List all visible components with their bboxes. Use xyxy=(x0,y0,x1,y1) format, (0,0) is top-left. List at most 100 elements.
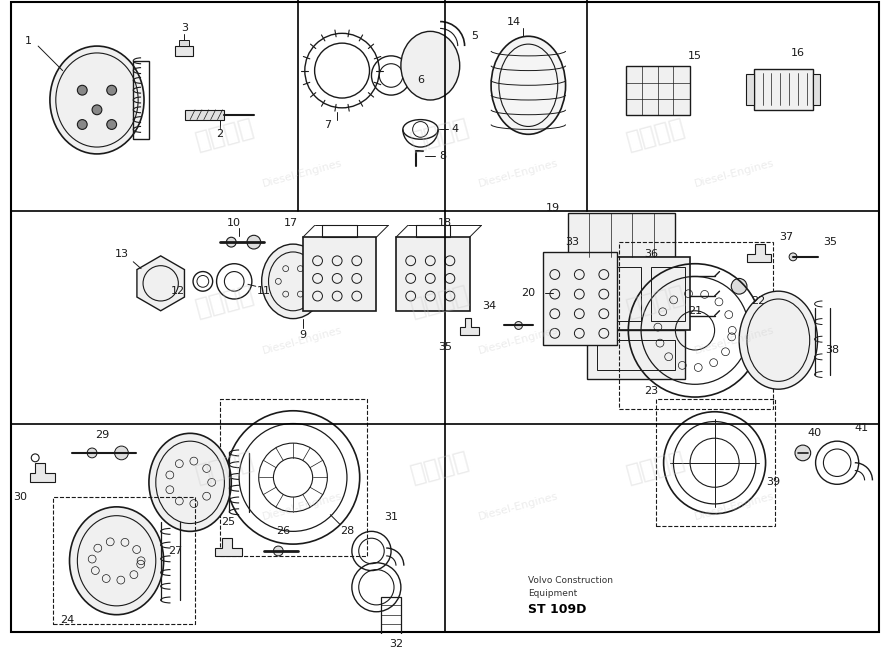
Bar xyxy=(562,267,597,320)
Text: 34: 34 xyxy=(482,301,497,311)
Text: 26: 26 xyxy=(276,527,290,536)
Text: 1: 1 xyxy=(25,36,32,46)
Text: 12: 12 xyxy=(171,286,185,296)
Ellipse shape xyxy=(491,36,565,135)
Text: 柴发动力: 柴发动力 xyxy=(192,115,256,154)
Text: 33: 33 xyxy=(565,237,579,247)
Text: 31: 31 xyxy=(384,512,398,521)
Text: 柴发动力: 柴发动力 xyxy=(408,448,473,487)
Circle shape xyxy=(273,546,283,556)
Text: Diesel-Engines: Diesel-Engines xyxy=(477,325,560,356)
Bar xyxy=(568,213,676,257)
Text: 25: 25 xyxy=(222,516,235,527)
Text: 柴发动力: 柴发动力 xyxy=(624,281,688,320)
Polygon shape xyxy=(137,256,184,311)
Ellipse shape xyxy=(262,244,325,318)
Bar xyxy=(396,237,470,311)
Bar xyxy=(754,69,813,110)
Bar xyxy=(607,267,641,320)
Ellipse shape xyxy=(400,31,460,100)
Bar xyxy=(134,61,149,139)
Text: Diesel-Engines: Diesel-Engines xyxy=(693,158,775,189)
Text: 35: 35 xyxy=(823,237,837,247)
Bar xyxy=(303,237,376,311)
Bar xyxy=(416,226,450,237)
Text: Equipment: Equipment xyxy=(529,589,578,598)
Text: Diesel-Engines: Diesel-Engines xyxy=(477,158,560,189)
Text: 2: 2 xyxy=(216,129,223,139)
Text: 柴发动力: 柴发动力 xyxy=(192,448,256,487)
Text: 39: 39 xyxy=(766,477,781,487)
Text: 5: 5 xyxy=(471,31,478,41)
Bar xyxy=(656,399,775,527)
Text: 柴发动力: 柴发动力 xyxy=(624,115,688,154)
Text: Volvo Construction: Volvo Construction xyxy=(529,576,613,585)
Polygon shape xyxy=(747,244,772,262)
Circle shape xyxy=(115,446,128,460)
Text: Diesel-Engines: Diesel-Engines xyxy=(262,325,344,356)
Circle shape xyxy=(107,120,117,129)
Polygon shape xyxy=(214,538,242,556)
Bar xyxy=(185,110,224,120)
Bar xyxy=(746,74,754,105)
Bar xyxy=(381,597,401,636)
Bar xyxy=(587,331,685,379)
Text: 24: 24 xyxy=(61,615,75,624)
Text: 22: 22 xyxy=(751,296,765,306)
Bar xyxy=(53,497,195,624)
Text: 15: 15 xyxy=(688,51,702,61)
Text: Diesel-Engines: Diesel-Engines xyxy=(477,491,560,522)
Bar xyxy=(220,399,367,556)
Text: ST 109D: ST 109D xyxy=(529,603,587,617)
Text: 10: 10 xyxy=(227,217,241,228)
Text: 23: 23 xyxy=(643,386,658,396)
Ellipse shape xyxy=(149,433,231,531)
Bar xyxy=(597,340,676,369)
Text: 柴发动力: 柴发动力 xyxy=(624,448,688,487)
Text: 柴发动力: 柴发动力 xyxy=(408,115,473,154)
Circle shape xyxy=(92,105,101,115)
Text: 40: 40 xyxy=(807,428,821,438)
Text: 19: 19 xyxy=(546,203,560,213)
Circle shape xyxy=(87,448,97,458)
Circle shape xyxy=(107,85,117,95)
Bar xyxy=(175,46,193,56)
Text: 32: 32 xyxy=(389,639,403,647)
Ellipse shape xyxy=(50,46,144,154)
Text: 13: 13 xyxy=(115,249,128,259)
Circle shape xyxy=(77,85,87,95)
Circle shape xyxy=(514,322,522,329)
Text: 37: 37 xyxy=(779,232,793,242)
Bar xyxy=(553,257,690,331)
Text: 36: 36 xyxy=(643,249,658,259)
Bar xyxy=(813,74,821,105)
Text: 18: 18 xyxy=(438,217,452,228)
Text: 柴发动力: 柴发动力 xyxy=(192,281,256,320)
Circle shape xyxy=(247,236,261,249)
Circle shape xyxy=(732,278,747,294)
Circle shape xyxy=(789,253,797,261)
Text: 8: 8 xyxy=(440,151,447,161)
Circle shape xyxy=(77,120,87,129)
Text: 9: 9 xyxy=(299,330,306,340)
Bar xyxy=(543,252,617,345)
Text: 38: 38 xyxy=(825,345,839,355)
Bar xyxy=(322,226,357,237)
Text: Diesel-Engines: Diesel-Engines xyxy=(262,491,344,522)
Text: 4: 4 xyxy=(451,124,458,135)
Bar xyxy=(179,40,189,46)
Circle shape xyxy=(226,237,236,247)
Text: 21: 21 xyxy=(688,306,702,316)
Text: 30: 30 xyxy=(13,492,28,502)
Ellipse shape xyxy=(69,507,164,615)
Bar xyxy=(627,66,690,115)
Text: 17: 17 xyxy=(284,217,298,228)
Bar xyxy=(619,242,773,409)
Text: Diesel-Engines: Diesel-Engines xyxy=(693,491,775,522)
Text: 7: 7 xyxy=(324,120,331,129)
Text: 柴发动力: 柴发动力 xyxy=(408,281,473,320)
Text: 3: 3 xyxy=(181,23,188,34)
Text: 14: 14 xyxy=(506,17,521,27)
Text: Diesel-Engines: Diesel-Engines xyxy=(262,158,344,189)
Text: 20: 20 xyxy=(522,288,536,298)
